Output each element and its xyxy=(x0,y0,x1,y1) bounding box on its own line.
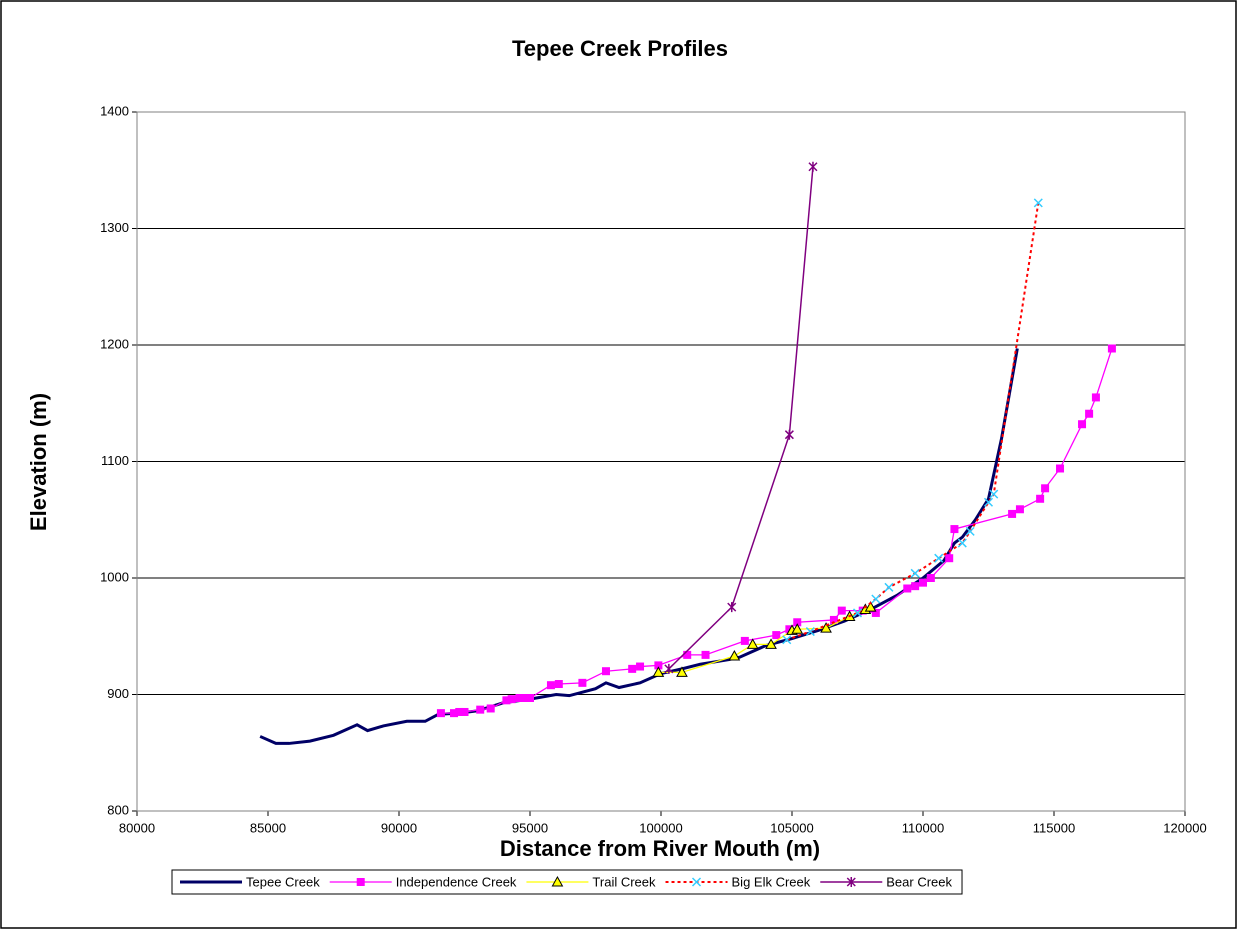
marker xyxy=(903,584,912,593)
marker xyxy=(782,635,792,645)
marker xyxy=(791,623,804,634)
marker xyxy=(460,707,469,716)
chart-title: Tepee Creek Profiles xyxy=(512,36,728,61)
x-tick-label: 105000 xyxy=(770,820,813,835)
x-tick-label: 100000 xyxy=(639,820,682,835)
marker xyxy=(664,663,674,674)
marker xyxy=(926,574,935,582)
marker xyxy=(808,161,818,172)
marker xyxy=(957,538,967,548)
x-axis-title: Distance from River Mouth (m) xyxy=(500,836,820,861)
y-tick-label: 1200 xyxy=(100,336,129,351)
marker xyxy=(551,875,564,887)
marker xyxy=(945,554,954,563)
legend-label: Bear Creek xyxy=(886,874,952,889)
marker xyxy=(864,601,877,612)
x-tick-label: 110000 xyxy=(902,820,944,835)
y-tick-label: 1100 xyxy=(101,453,129,468)
marker xyxy=(601,667,610,676)
marker xyxy=(871,594,881,604)
marker xyxy=(934,553,944,563)
marker xyxy=(455,707,464,716)
y-axis-title: Elevation (m) xyxy=(26,393,51,531)
series-line xyxy=(259,348,1019,745)
legend-label: Trail Creek xyxy=(592,874,656,889)
marker xyxy=(676,666,688,677)
marker xyxy=(1091,393,1100,402)
marker xyxy=(950,525,959,534)
marker xyxy=(578,678,587,687)
y-tick-label: 900 xyxy=(107,686,129,701)
marker xyxy=(837,606,846,615)
marker xyxy=(1033,198,1043,208)
marker xyxy=(820,622,832,633)
marker xyxy=(728,650,741,661)
marker xyxy=(1008,509,1017,518)
marker xyxy=(450,709,459,718)
legend-label: Tepee Creek xyxy=(246,874,320,889)
marker xyxy=(476,705,485,714)
marker xyxy=(1015,505,1024,514)
marker xyxy=(356,878,365,886)
y-tick-label: 1400 xyxy=(100,103,129,118)
x-tick-label: 80000 xyxy=(119,820,155,835)
marker xyxy=(910,568,920,578)
marker xyxy=(983,497,994,507)
marker xyxy=(746,638,759,649)
marker xyxy=(636,662,645,671)
marker xyxy=(846,877,856,887)
marker xyxy=(965,526,975,536)
marker xyxy=(515,693,524,702)
marker xyxy=(701,650,710,659)
marker xyxy=(546,681,555,690)
legend-label: Big Elk Creek xyxy=(732,874,811,889)
marker xyxy=(502,696,511,705)
marker xyxy=(1041,484,1050,493)
y-tick-label: 800 xyxy=(107,802,129,817)
marker xyxy=(691,877,702,887)
marker xyxy=(683,650,692,659)
marker xyxy=(871,608,880,617)
marker xyxy=(1056,464,1065,473)
marker xyxy=(436,709,445,718)
marker xyxy=(554,680,563,689)
marker xyxy=(1085,409,1094,418)
marker xyxy=(852,608,863,618)
legend-label: Independence Creek xyxy=(396,874,517,889)
marker xyxy=(727,602,737,613)
marker xyxy=(654,661,663,670)
marker xyxy=(526,693,534,702)
x-tick-label: 85000 xyxy=(250,820,286,835)
series-line xyxy=(668,166,814,670)
plot-border xyxy=(136,111,1186,812)
marker xyxy=(884,582,894,592)
marker xyxy=(507,695,516,704)
marker xyxy=(829,615,838,624)
marker xyxy=(911,582,920,591)
marker xyxy=(1107,344,1116,353)
marker xyxy=(1078,420,1087,429)
marker xyxy=(486,704,495,713)
marker xyxy=(919,578,927,587)
marker xyxy=(772,631,781,640)
y-tick-label: 1300 xyxy=(100,220,129,235)
legend: Tepee Creek Independence Creek Trail Creek… xyxy=(171,869,963,895)
marker xyxy=(989,489,999,499)
marker xyxy=(793,618,802,627)
x-tick-label: 90000 xyxy=(381,820,417,835)
marker xyxy=(740,636,749,645)
marker xyxy=(1036,494,1045,503)
x-tick-label: 95000 xyxy=(512,820,548,835)
marker xyxy=(628,664,637,673)
x-tick-label: 115000 xyxy=(1033,820,1075,835)
x-tick-label: 120000 xyxy=(1163,820,1206,835)
marker xyxy=(805,627,815,637)
y-tick-label: 1000 xyxy=(100,569,129,584)
marker xyxy=(784,429,794,440)
marker xyxy=(765,638,777,649)
marker xyxy=(652,666,665,677)
